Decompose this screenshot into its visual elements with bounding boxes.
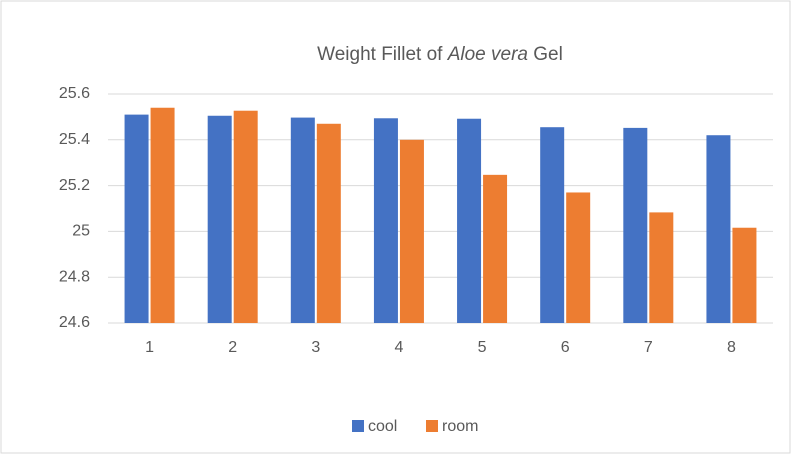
y-tick-label: 24.8 <box>59 268 90 285</box>
legend-swatch <box>426 420 438 432</box>
y-tick-label: 24.6 <box>59 314 90 331</box>
bar <box>124 114 149 323</box>
x-tick-label: 3 <box>311 339 320 356</box>
title-run: Gel <box>528 44 563 65</box>
bar <box>373 118 398 323</box>
title-run: Aloe vera <box>447 44 528 65</box>
bar <box>207 115 232 323</box>
bar <box>566 192 591 323</box>
y-tick-label: 25 <box>72 223 90 240</box>
bar <box>150 107 175 324</box>
bar <box>457 118 482 324</box>
bar <box>706 135 731 323</box>
bar <box>623 127 648 323</box>
x-tick-label: 5 <box>478 339 487 356</box>
title-run: Weight Fillet of <box>317 44 448 65</box>
x-tick-label: 6 <box>561 339 570 356</box>
x-tick-label: 8 <box>727 339 736 356</box>
y-tick-label: 25.4 <box>59 131 90 148</box>
bar <box>290 117 315 323</box>
bar <box>732 227 757 323</box>
x-tick-label: 7 <box>644 339 653 356</box>
bar <box>233 110 258 323</box>
legend-label: cool <box>368 418 397 435</box>
y-tick-label: 25.6 <box>59 85 90 102</box>
x-tick-label: 2 <box>228 339 237 356</box>
bar <box>540 127 565 323</box>
x-tick-label: 1 <box>145 339 154 356</box>
legend-swatch <box>352 420 364 432</box>
legend-label: room <box>442 418 478 435</box>
bar <box>483 174 508 323</box>
bar <box>399 139 424 323</box>
y-tick-label: 25.2 <box>59 177 90 194</box>
bar <box>316 123 341 324</box>
x-tick-label: 4 <box>394 339 403 356</box>
chart-title: Weight Fillet of Aloe vera Gel <box>317 44 563 65</box>
bar <box>649 212 674 323</box>
